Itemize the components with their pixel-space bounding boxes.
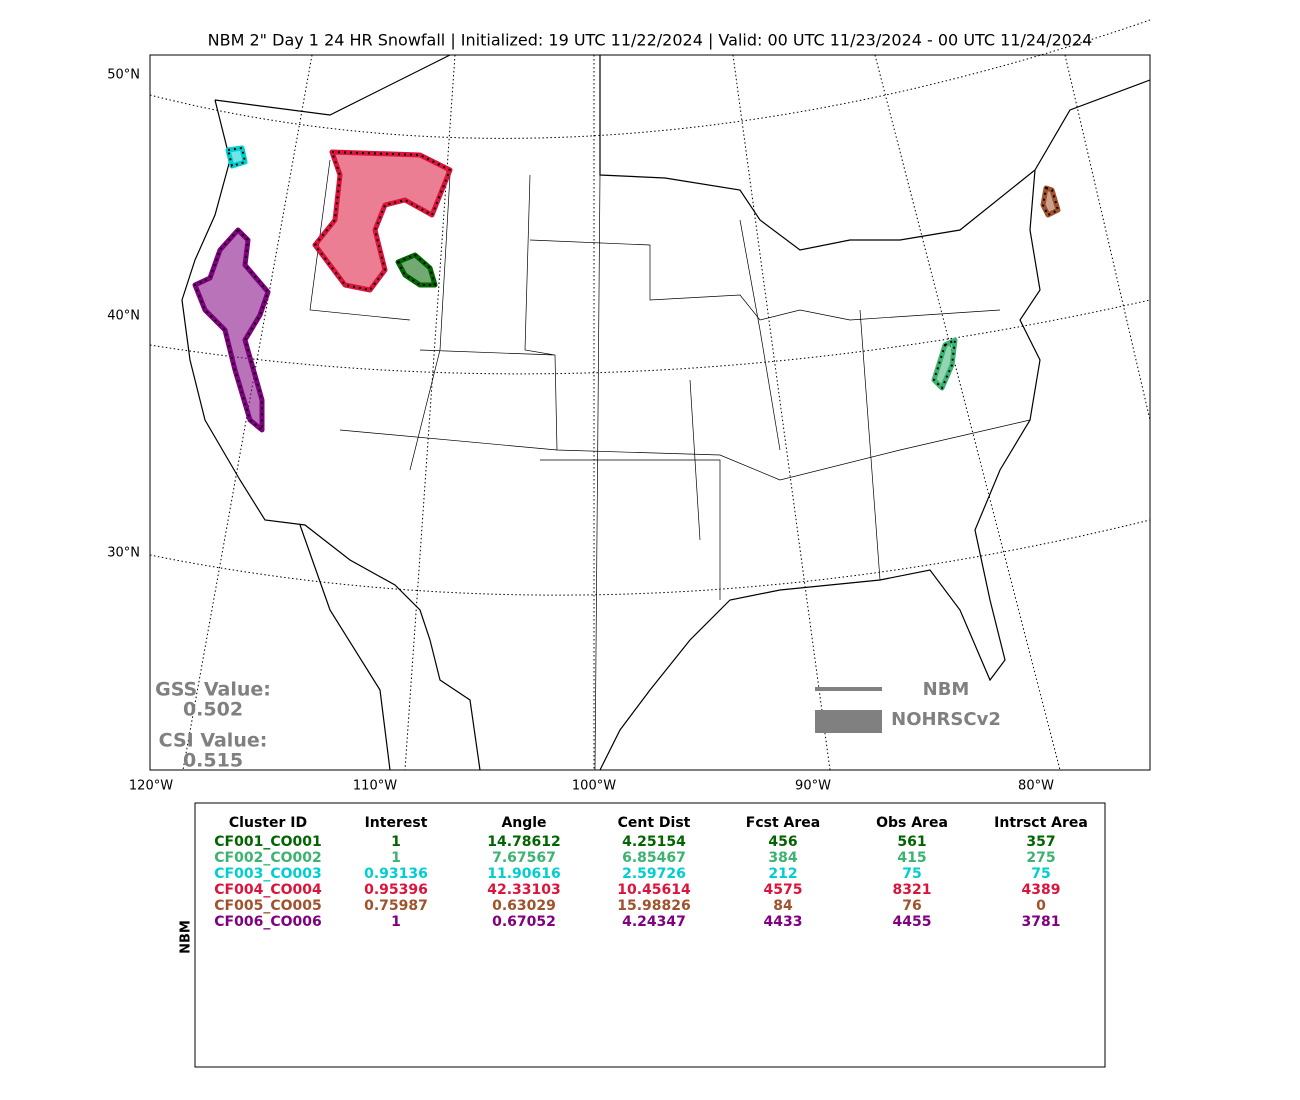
lat-label: 40°N [107,309,140,324]
table-cell: 4.25154 [622,834,686,850]
table-cell: CF004_CO004 [214,882,322,898]
coastline [181,54,1151,771]
table-cell: 75 [902,866,921,882]
table-cell: 8321 [893,882,932,898]
lon-label: 110°W [353,779,397,794]
cluster-outline [193,228,270,433]
table-cell: 42.33103 [487,882,561,898]
table-cell: 15.98826 [617,898,691,914]
table-cell: 76 [902,898,921,914]
table-cell: 1 [391,834,401,850]
table-cell: 1 [391,914,401,930]
cluster-area [1040,185,1061,218]
table-cell: 456 [768,834,797,850]
table-cell: 75 [1031,866,1050,882]
lon-label: 90°W [795,779,831,794]
table-cell: 0 [1036,898,1046,914]
map: NBM NOHRSCv2 GSS Value: 0.502 CSI Value:… [149,19,1151,772]
table-cell: 0.63029 [492,898,556,914]
state-borders [309,159,1031,771]
table-cell: 0.75987 [364,898,428,914]
column-header: Intrsct Area [994,815,1088,831]
table-cell: 11.90616 [487,866,561,882]
column-header: Cluster ID [229,815,307,831]
column-header: Fcst Area [746,815,820,831]
table-cell: 4389 [1022,882,1061,898]
table-cell: 2.59726 [622,866,686,882]
table-cell: CF002_CO002 [214,850,321,866]
table-cell: 4.24347 [622,914,686,930]
legend-label: NOHRSCv2 [891,709,1001,730]
table-side-label: NBM [179,920,194,954]
table-cell: 6.85467 [622,850,686,866]
map-frame [149,54,1151,771]
score-value: 0.502 [183,699,243,721]
score-value: 0.515 [183,750,243,772]
lon-label: 80°W [1018,779,1054,794]
table-cell: 14.78612 [487,834,561,850]
lat-label: 50°N [107,68,140,83]
table-cell: 4433 [764,914,803,930]
table-cell: 0.67052 [492,914,556,930]
table-cell: 10.45614 [617,882,691,898]
table-cell: CF003_CO003 [214,866,321,882]
table-frame [194,802,1106,1068]
graticule [149,19,1151,771]
table-cell: CF006_CO006 [214,914,321,930]
clusters [192,145,1061,433]
table-cell: 415 [897,850,926,866]
table-cell: 561 [897,834,926,850]
legend-label: NBM [923,679,970,700]
table-cell: 357 [1026,834,1055,850]
table-cell: 4455 [893,914,932,930]
column-header: Cent Dist [618,815,691,831]
table-cell: 212 [768,866,797,882]
table-cell: 1 [391,850,401,866]
score-label: GSS Value: [155,679,271,701]
table-cell: CF005_CO005 [214,898,321,914]
cluster-outline [932,338,957,390]
table-cell: 7.67567 [492,850,556,866]
cluster-area [312,149,453,293]
cluster-area [225,145,248,169]
column-header: Angle [501,815,546,831]
table-cell: 0.95396 [364,882,428,898]
lon-label: 100°W [572,779,616,794]
title: NBM 2" Day 1 24 HR Snowfall | Initialize… [208,31,1093,50]
column-header: Interest [365,815,428,831]
lat-label: 30°N [107,546,140,561]
column-header: Obs Area [876,815,948,831]
cluster-outline [396,253,437,286]
table-cell: 4575 [764,882,803,898]
legend-patch [815,710,882,733]
table-cell: 275 [1026,850,1055,866]
table-cell: CF001_CO001 [214,834,321,850]
table-cell: 84 [773,898,793,914]
table-cell: 3781 [1022,914,1061,930]
table-cell: 384 [768,850,797,866]
score-label: CSI Value: [159,730,268,752]
lon-label: 120°W [129,779,173,794]
table-cell: 0.93136 [364,866,428,882]
